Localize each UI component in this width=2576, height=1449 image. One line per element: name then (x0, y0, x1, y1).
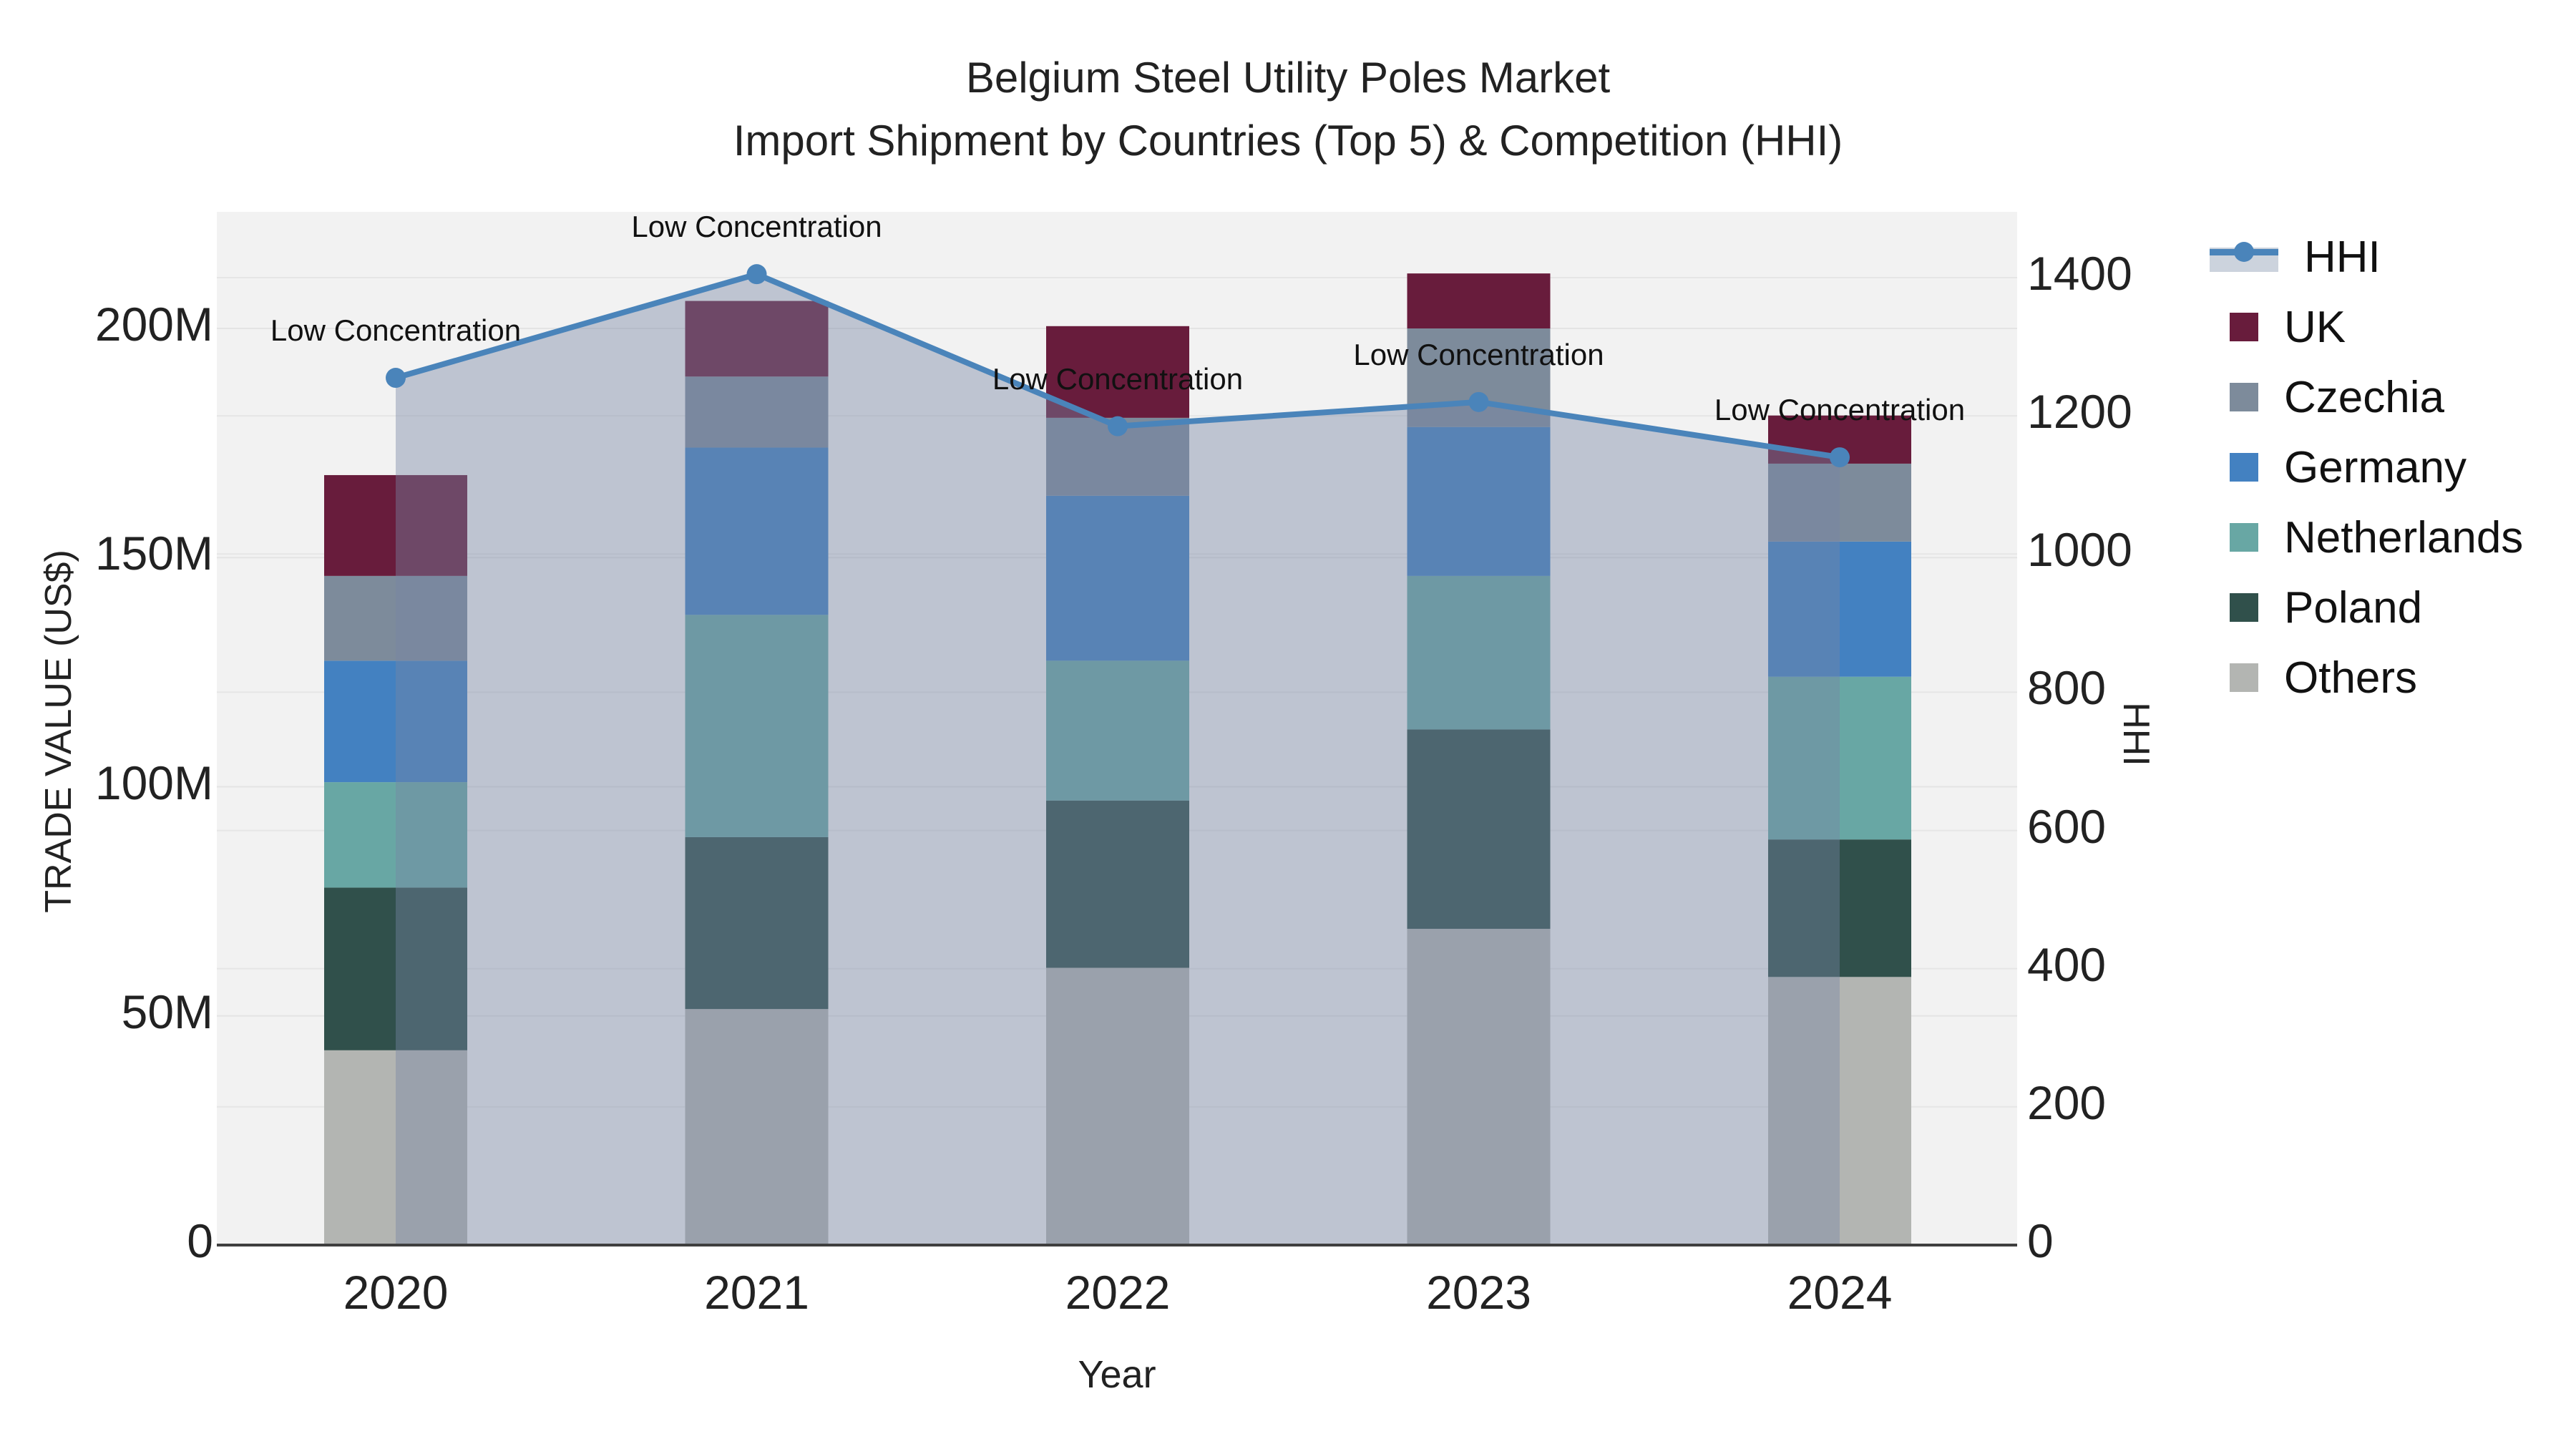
legend-label-others: Others (2284, 653, 2418, 703)
hhi-marker-2024[interactable] (1830, 447, 1850, 468)
czechia-color-swatch (2230, 383, 2258, 411)
y-tick-right-600: 600 (2027, 799, 2107, 853)
y-tick-right-1400: 1400 (2027, 247, 2132, 300)
hhi-marker-2021[interactable] (746, 264, 767, 285)
legend-item-poland[interactable]: Poland (2210, 577, 2422, 638)
germany-color-swatch (2230, 453, 2258, 482)
y-tick-left-50M: 50M (121, 985, 213, 1038)
y-tick-left-0: 0 (187, 1214, 213, 1267)
y-tick-right-800: 800 (2027, 661, 2107, 715)
bar-segment-2020-germany[interactable] (324, 660, 467, 783)
bar-segment-2023-poland[interactable] (1407, 729, 1551, 930)
bar-segment-2023-netherlands[interactable] (1407, 575, 1551, 730)
bar-segment-2024-others[interactable] (1768, 977, 1911, 1245)
legend-item-czechia[interactable]: Czechia (2210, 367, 2444, 427)
y-tick-right-0: 0 (2027, 1214, 2054, 1267)
legend-label-netherlands: Netherlands (2284, 512, 2524, 562)
legend-item-others[interactable]: Others (2210, 648, 2417, 708)
x-tick-2024: 2024 (1787, 1266, 1893, 1319)
legend-item-germany[interactable]: Germany (2210, 437, 2467, 497)
y-tick-right-1000: 1000 (2027, 523, 2132, 577)
chart-subtitle: Import Shipment by Countries (Top 5) & C… (733, 117, 1843, 165)
bar-segment-2021-germany[interactable] (685, 447, 829, 615)
others-color-swatch (2230, 663, 2258, 692)
y-axis-title-right: HHI (2115, 702, 2157, 766)
hhi-marker-2023[interactable] (1468, 391, 1489, 412)
annotation-low-concentration-2022: Low Concentration (992, 361, 1244, 396)
bar-segment-2022-others[interactable] (1046, 967, 1189, 1245)
bar-segment-2021-netherlands[interactable] (685, 615, 829, 837)
annotation-low-concentration-2023: Low Concentration (1353, 337, 1604, 371)
bar-segment-2021-poland[interactable] (685, 836, 829, 1010)
poland-color-swatch (2230, 593, 2258, 622)
y-tick-left-100M: 100M (94, 756, 213, 809)
bar-segment-2023-germany[interactable] (1407, 426, 1551, 576)
bar-segment-2021-others[interactable] (685, 1009, 829, 1245)
x-tick-2022: 2022 (1065, 1266, 1171, 1319)
chart-title: Belgium Steel Utility Poles Market (965, 54, 1611, 102)
uk-color-swatch (2230, 313, 2258, 341)
bar-segment-2022-uk[interactable] (1046, 326, 1189, 418)
y-tick-right-200: 200 (2027, 1075, 2107, 1129)
hhi-marker-2020[interactable] (386, 368, 406, 389)
bar-segment-2023-others[interactable] (1407, 929, 1551, 1245)
bar-segment-2024-germany[interactable] (1768, 541, 1911, 677)
netherlands-color-swatch (2230, 523, 2258, 552)
bar-segment-2020-uk[interactable] (324, 474, 467, 576)
bar-segment-2024-poland[interactable] (1768, 839, 1911, 977)
bar-segment-2020-netherlands[interactable] (324, 782, 467, 888)
bar-segment-2024-netherlands[interactable] (1768, 676, 1911, 840)
y-tick-left-200M: 200M (94, 298, 213, 351)
legend-label-poland: Poland (2284, 582, 2423, 633)
legend-item-hhi[interactable]: HHI (2210, 227, 2381, 287)
bar-segment-2021-czechia[interactable] (685, 376, 829, 448)
bar-segment-2022-germany[interactable] (1046, 495, 1189, 661)
bar-segment-2022-poland[interactable] (1046, 800, 1189, 968)
hhi-area-fill (396, 274, 1840, 1246)
y-tick-right-400: 400 (2027, 937, 2107, 991)
hhi-marker-swatch (2234, 242, 2254, 262)
bar-segment-2024-czechia[interactable] (1768, 463, 1911, 542)
x-tick-2020: 2020 (343, 1266, 449, 1319)
legend-label-uk: UK (2284, 302, 2346, 352)
legend-item-uk[interactable]: UK (2210, 297, 2346, 357)
legend-label-hhi: HHI (2304, 232, 2381, 282)
x-tick-2021: 2021 (704, 1266, 809, 1319)
legend-item-netherlands[interactable]: Netherlands (2210, 507, 2523, 567)
bar-segment-2020-others[interactable] (324, 1050, 467, 1245)
x-tick-2023: 2023 (1426, 1266, 1531, 1319)
x-axis-title: Year (1078, 1353, 1156, 1396)
bar-segment-2023-uk[interactable] (1407, 273, 1551, 328)
bar-segment-2022-netherlands[interactable] (1046, 660, 1189, 801)
hhi-marker-2022[interactable] (1108, 416, 1128, 436)
bar-segment-2020-czechia[interactable] (324, 575, 467, 661)
y-tick-right-1200: 1200 (2027, 385, 2132, 439)
hhi-legend-glyph (2210, 242, 2278, 272)
legend-label-czechia: Czechia (2284, 372, 2444, 422)
bar-segment-2021-uk[interactable] (685, 301, 829, 377)
y-tick-left-150M: 150M (94, 527, 213, 580)
annotation-low-concentration-2021: Low Concentration (631, 210, 882, 244)
annotation-low-concentration-2020: Low Concentration (270, 313, 522, 348)
bar-segment-2020-poland[interactable] (324, 887, 467, 1050)
legend-label-germany: Germany (2284, 442, 2467, 492)
annotation-low-concentration-2024: Low Concentration (1714, 393, 1966, 427)
